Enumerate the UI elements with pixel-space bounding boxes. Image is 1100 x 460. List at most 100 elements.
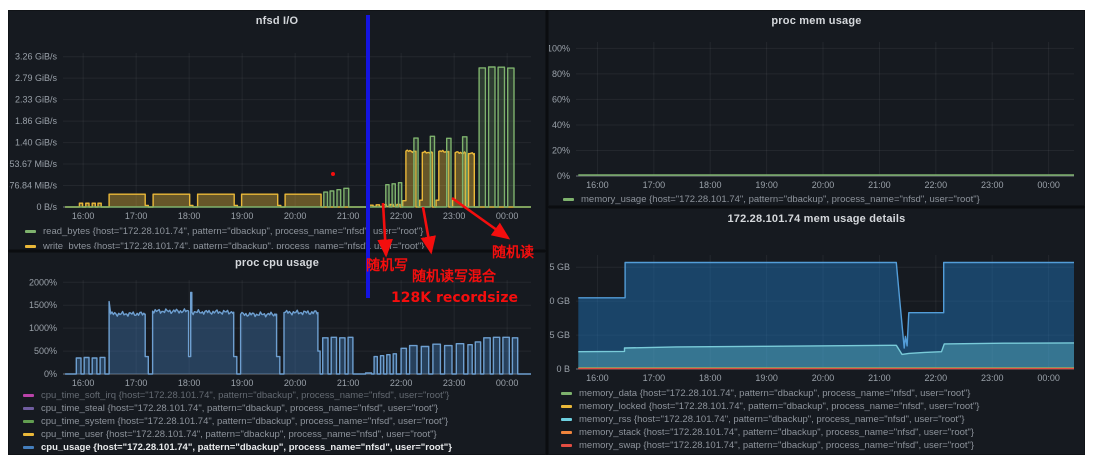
legend-item[interactable]: memory_stack {host="172.28.101.74", patt… xyxy=(561,426,979,439)
svg-text:00:00: 00:00 xyxy=(496,211,519,221)
svg-text:0%: 0% xyxy=(44,369,57,379)
panel-proc-mem-usage: proc mem usage 16:00 17:00 18:00 19:00 20:00… xyxy=(548,10,1085,206)
mem-details-legend: memory_data {host="172.28.101.74", patte… xyxy=(561,387,979,454)
proc-cpu-chart[interactable]: 16:00 17:00 18:00 19:00 20:00 21:00 22:00 23:00… xyxy=(9,253,546,455)
proc-mem-legend: memory_usage {host="172.28.101.74", patt… xyxy=(563,193,980,205)
svg-text:19:00: 19:00 xyxy=(231,211,254,221)
svg-text:0 B: 0 B xyxy=(556,364,570,374)
legend-item[interactable]: memory_rss {host="172.28.101.74", patter… xyxy=(561,413,979,426)
svg-text:2.33 GiB/s: 2.33 GiB/s xyxy=(15,95,58,105)
svg-text:23:00: 23:00 xyxy=(981,180,1004,190)
svg-text:21:00: 21:00 xyxy=(337,211,360,221)
svg-text:19:00: 19:00 xyxy=(755,180,778,190)
nfsd-io-legend: read_bytes {host="172.28.101.74", patter… xyxy=(25,224,425,250)
svg-text:18:00: 18:00 xyxy=(699,373,722,383)
panel-title-mem-usage-details[interactable]: 172.28.101.74 mem usage details xyxy=(727,213,906,225)
legend-series-label: memory_data {host="172.28.101.74", patte… xyxy=(579,388,971,399)
svg-text:16:00: 16:00 xyxy=(586,373,609,383)
legend-item[interactable]: memory_usage {host="172.28.101.74", patt… xyxy=(563,193,980,205)
legend-series-swatch xyxy=(561,444,572,447)
svg-text:16:00: 16:00 xyxy=(586,180,609,190)
svg-text:00:00: 00:00 xyxy=(496,378,519,388)
svg-text:1500%: 1500% xyxy=(29,300,57,310)
legend-series-swatch xyxy=(561,431,572,434)
legend-series-label: memory_locked {host="172.28.101.74", pat… xyxy=(579,401,980,412)
svg-text:19:00: 19:00 xyxy=(231,378,254,388)
svg-text:22:00: 22:00 xyxy=(925,373,948,383)
svg-text:15 GB: 15 GB xyxy=(549,262,570,272)
legend-item[interactable]: cpu_time_soft_irq {host="172.28.101.74",… xyxy=(23,389,452,402)
grafana-dashboard: nfsd I/O 16:00 17:00 18:00 19:00 20:00 21:00 2… xyxy=(8,10,1085,455)
legend-series-label: memory_swap {host="172.28.101.74", patte… xyxy=(579,440,975,451)
proc-cpu-legend: cpu_time_soft_irq {host="172.28.101.74",… xyxy=(23,389,452,454)
legend-series-label: cpu_usage {host="172.28.101.74", pattern… xyxy=(41,442,452,453)
svg-text:18:00: 18:00 xyxy=(699,180,722,190)
legend-series-swatch xyxy=(23,420,34,423)
svg-text:23:00: 23:00 xyxy=(443,378,466,388)
svg-text:953.67 MiB/s: 953.67 MiB/s xyxy=(9,159,57,169)
svg-text:10 GB: 10 GB xyxy=(549,296,570,306)
legend-item[interactable]: cpu_time_user {host="172.28.101.74", pat… xyxy=(23,428,452,441)
svg-text:20:00: 20:00 xyxy=(284,378,307,388)
svg-text:476.84 MiB/s: 476.84 MiB/s xyxy=(9,181,57,191)
legend-item[interactable]: cpu_time_steal {host="172.28.101.74", pa… xyxy=(23,402,452,415)
svg-text:22:00: 22:00 xyxy=(390,378,413,388)
legend-series-swatch xyxy=(23,433,34,436)
legend-item[interactable]: read_bytes {host="172.28.101.74", patter… xyxy=(25,224,424,239)
legend-item[interactable]: cpu_usage {host="172.28.101.74", pattern… xyxy=(23,441,452,454)
legend-item[interactable]: memory_data {host="172.28.101.74", patte… xyxy=(561,387,979,400)
svg-text:17:00: 17:00 xyxy=(643,373,666,383)
legend-series-label: cpu_time_system {host="172.28.101.74", p… xyxy=(41,416,449,427)
svg-text:23:00: 23:00 xyxy=(443,211,466,221)
legend-series-swatch xyxy=(561,392,572,395)
svg-text:21:00: 21:00 xyxy=(868,373,891,383)
svg-text:00:00: 00:00 xyxy=(1037,180,1060,190)
panel-proc-cpu-usage: proc cpu usage 16:00 17:00 18:00 19:00 20:00… xyxy=(8,252,546,455)
svg-text:18:00: 18:00 xyxy=(178,211,201,221)
legend-series-label: memory_usage {host="172.28.101.74", patt… xyxy=(581,194,980,205)
svg-text:3.26 GiB/s: 3.26 GiB/s xyxy=(15,52,58,62)
legend-item[interactable]: memory_locked {host="172.28.101.74", pat… xyxy=(561,400,979,413)
svg-text:22:00: 22:00 xyxy=(925,180,948,190)
panel-nfsd-io: nfsd I/O 16:00 17:00 18:00 19:00 20:00 21:00 2… xyxy=(8,10,546,250)
legend-item[interactable]: write_bytes {host="172.28.101.74", patte… xyxy=(25,239,425,250)
svg-text:0%: 0% xyxy=(557,171,570,181)
svg-text:17:00: 17:00 xyxy=(125,211,148,221)
legend-series-label: memory_vms {host="172.28.101.74", patter… xyxy=(579,453,969,454)
legend-series-label: cpu_time_soft_irq {host="172.28.101.74",… xyxy=(41,390,450,401)
svg-text:19:00: 19:00 xyxy=(755,373,778,383)
svg-text:500%: 500% xyxy=(34,346,57,356)
legend-series-swatch xyxy=(25,245,36,248)
svg-text:22:00: 22:00 xyxy=(390,211,413,221)
legend-item[interactable]: memory_vms {host="172.28.101.74", patter… xyxy=(561,452,979,454)
legend-item[interactable]: memory_swap {host="172.28.101.74", patte… xyxy=(561,439,979,452)
legend-series-swatch xyxy=(23,407,34,410)
svg-text:16:00: 16:00 xyxy=(72,211,95,221)
nfsd-io-chart[interactable]: 16:00 17:00 18:00 19:00 20:00 21:00 22:00 23:00… xyxy=(9,11,546,250)
svg-text:80%: 80% xyxy=(552,69,570,79)
svg-text:60%: 60% xyxy=(552,94,570,104)
legend-series-label: write_bytes {host="172.28.101.74", patte… xyxy=(43,241,425,250)
svg-text:2000%: 2000% xyxy=(29,277,57,287)
panel-mem-usage-details: 172.28.101.74 mem usage details 16:00 17:… xyxy=(548,208,1085,455)
panel-title-proc-cpu-usage[interactable]: proc cpu usage xyxy=(234,257,320,269)
legend-series-label: memory_rss {host="172.28.101.74", patter… xyxy=(579,414,965,425)
legend-series-swatch xyxy=(23,394,34,397)
legend-series-swatch xyxy=(561,405,572,408)
legend-series-swatch xyxy=(25,230,36,233)
legend-series-swatch xyxy=(563,198,574,201)
proc-mem-chart[interactable]: 16:00 17:00 18:00 19:00 20:00 21:00 22:00 23:00… xyxy=(549,11,1085,206)
mem-details-chart[interactable]: 16:00 17:00 18:00 19:00 20:00 21:00 22:00 23:00… xyxy=(549,209,1085,455)
svg-text:17:00: 17:00 xyxy=(125,378,148,388)
legend-series-label: cpu_time_steal {host="172.28.101.74", pa… xyxy=(41,403,439,414)
svg-text:1000%: 1000% xyxy=(29,323,57,333)
legend-series-label: read_bytes {host="172.28.101.74", patter… xyxy=(43,226,424,237)
svg-text:20:00: 20:00 xyxy=(812,180,835,190)
svg-text:5 GB: 5 GB xyxy=(549,330,570,340)
legend-series-swatch xyxy=(23,446,34,449)
svg-text:23:00: 23:00 xyxy=(981,373,1004,383)
panel-title-proc-mem-usage[interactable]: proc mem usage xyxy=(771,15,862,27)
panel-title-nfsd-io[interactable]: nfsd I/O xyxy=(255,15,299,27)
legend-item[interactable]: cpu_time_system {host="172.28.101.74", p… xyxy=(23,415,452,428)
